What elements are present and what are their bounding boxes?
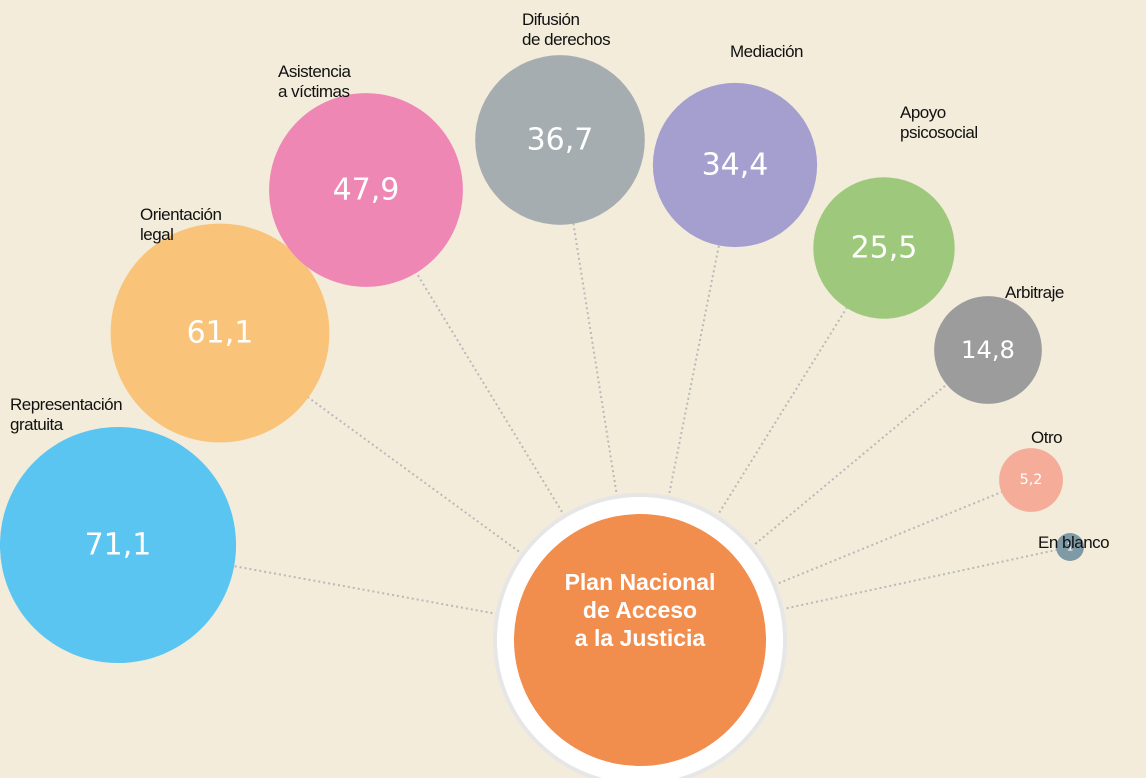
bubble [0,426,237,664]
category-label: Apoyo psicosocial [900,103,978,142]
category-label: Mediación [730,42,804,61]
category-label: Otro [1031,428,1063,447]
category-label: En blanco [1038,533,1110,552]
bubble [652,82,818,248]
bubble [1056,533,1084,561]
category-label: Representación gratuita [10,395,123,434]
value-label: 61,1 [187,316,254,351]
bubble [475,55,645,225]
value-label: 25,5 [851,231,918,266]
value-label: 47,9 [333,173,400,208]
category-label: Difusión de derechos [522,10,611,49]
value-label: 1 [1067,541,1074,554]
value-label: 14,8 [961,336,1015,364]
value-label: 71,1 [85,528,152,563]
bubble [110,223,330,443]
category-label: Asistencia a víctimas [278,62,351,101]
value-label: 36,7 [527,123,594,158]
bubble [934,296,1042,404]
bubbles: 71,1 61,1 47,9 36,7 34,4 25,5 14,8 5,2 1 [0,55,1084,664]
value-label: 5,2 [1020,472,1043,488]
category-label: Orientación legal [140,205,222,244]
value-label: 34,4 [702,148,769,183]
center-label: Plan Nacional de Acceso a la Justicia [564,569,716,651]
connector [117,544,641,641]
bubble [269,93,463,287]
center-circle [514,514,766,766]
bubble [999,448,1063,512]
connector [639,546,1071,641]
bubble [813,177,955,319]
category-label: Arbitraje [1005,283,1064,302]
